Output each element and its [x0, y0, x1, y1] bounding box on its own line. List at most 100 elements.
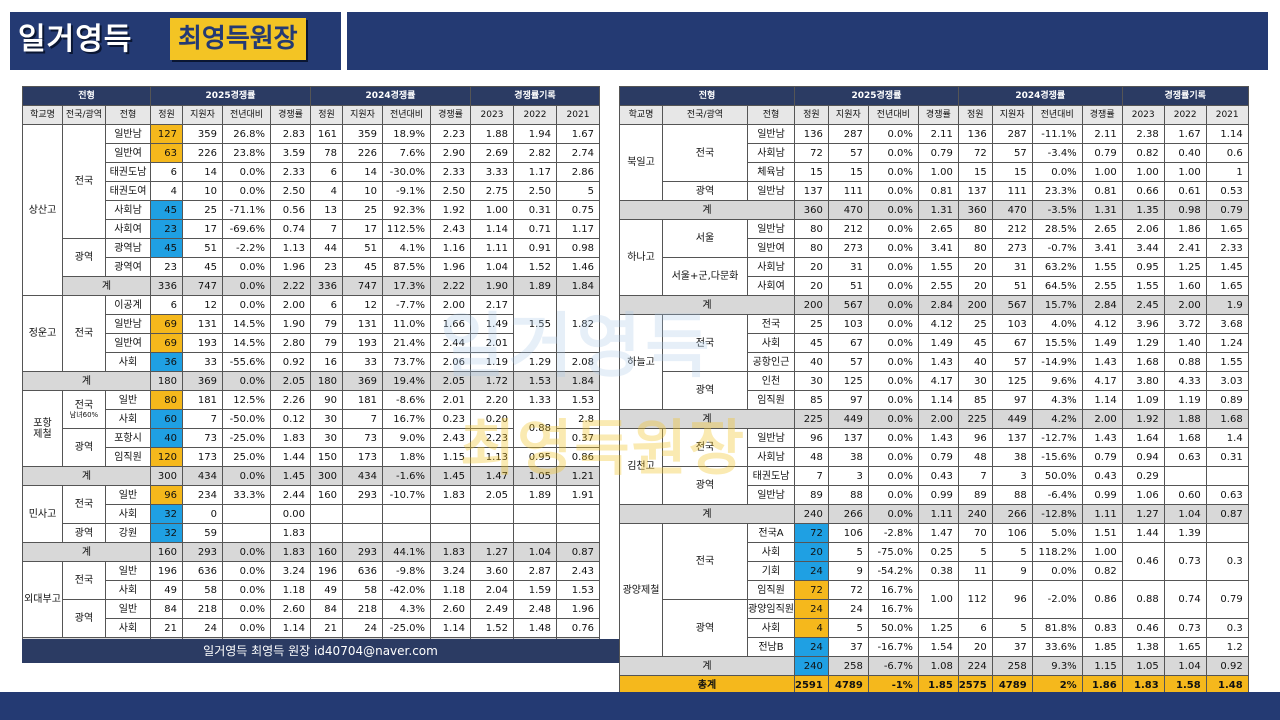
table-cell: 51 — [991, 276, 1033, 296]
header-cell: 경쟁률기록 — [1121, 86, 1249, 106]
table-cell: 7 — [957, 466, 993, 486]
table-cell: 2.22 — [430, 276, 471, 296]
table-cell: 78 — [310, 143, 343, 163]
table-row: 사회 21 24 0.0% 1.14 21 24 -25.0% 1.14 1.52 1.48 0.76 — [23, 618, 600, 638]
table-cell: 434 — [182, 466, 223, 486]
table-cell: 57 — [827, 352, 869, 372]
table-cell: 0.29 — [1121, 466, 1165, 486]
table-cell: 2.05 — [470, 485, 514, 505]
table-cell: 21 — [310, 618, 343, 638]
table-cell: 266 — [827, 504, 869, 524]
table-cell — [470, 523, 514, 543]
author-badge: 최영득원장 — [170, 18, 306, 60]
table-cell: 일반 — [105, 390, 151, 410]
table-cell: 1.00 — [1081, 542, 1123, 562]
table-cell: 136 — [957, 124, 993, 144]
table-cell: 1.67 — [556, 124, 600, 144]
table-row: 계 200 567 0.0% 2.84 200 567 15.7% 2.84 2.45 2.00 1.… — [619, 295, 1249, 315]
table-cell: 1.92 — [430, 200, 471, 220]
subheader-cell: 정원 — [957, 105, 993, 125]
subheader-cell: 정원 — [310, 105, 343, 125]
table-cell: 2.23 — [470, 428, 514, 448]
table-cell: 1.49 — [1081, 333, 1123, 353]
table-cell: 0.25 — [917, 542, 959, 562]
table-cell: -55.6% — [222, 352, 271, 372]
table-cell: 일반남 — [747, 485, 795, 505]
table-cell: 2.04 — [470, 580, 514, 600]
table-cell: 1.91 — [556, 485, 600, 505]
table-cell: 51 — [342, 238, 383, 258]
table-cell: 0.0% — [222, 162, 271, 182]
table-cell: 1.00 — [470, 200, 514, 220]
table-cell: 1.90 — [270, 314, 311, 334]
table-cell: 0.89 — [1205, 390, 1249, 410]
table-cell: 1.39 — [1163, 523, 1207, 543]
table-cell: 747 — [342, 276, 383, 296]
table-cell: 1.82 — [556, 295, 600, 353]
table-cell: 1.68 — [1163, 428, 1207, 448]
table-cell: 0.79 — [917, 143, 959, 163]
table-cell: 73 — [342, 428, 383, 448]
table-cell: 0.92 — [1205, 656, 1249, 676]
table-cell: 3.24 — [270, 561, 311, 581]
table-cell: -30.0% — [382, 162, 431, 182]
table-cell: 1.47 — [917, 523, 959, 543]
table-cell: 2.48 — [513, 599, 557, 619]
table-cell: 226 — [342, 143, 383, 163]
table-cell: 17 — [182, 219, 223, 239]
table-cell: 1.53 — [556, 390, 600, 410]
table-cell: 1.46 — [556, 257, 600, 277]
table-cell: 전국 — [747, 314, 795, 334]
table-cell: 5 — [991, 618, 1033, 638]
table-cell: 1.14 — [430, 618, 471, 638]
table-cell: 180 — [310, 371, 343, 391]
table-cell: 1.13 — [270, 238, 311, 258]
table-cell: 200 — [794, 295, 829, 315]
subheader-row: 학교명 전국/광역 전형 정원 지원자 전년대비 경쟁률 정원 지원자 전년대비 경쟁률 2023 20… — [22, 105, 600, 125]
table-cell: 24 — [182, 618, 223, 638]
table-cell: 30 — [957, 371, 993, 391]
table-cell: 3.33 — [470, 162, 514, 182]
table-cell: 212 — [991, 219, 1033, 239]
table-cell: 33.3% — [222, 485, 271, 505]
table-cell: 0.46 — [1121, 542, 1165, 581]
table-cell: 0.3 — [1205, 618, 1249, 638]
table-cell — [310, 523, 343, 543]
table-row: 사회 49 58 0.0% 1.18 49 58 -42.0% 1.18 2.04 1.59 1.53 — [23, 580, 600, 600]
table-cell: 0.98 — [1163, 200, 1207, 220]
table-cell: 131 — [182, 314, 223, 334]
table-cell: 45 — [150, 200, 183, 220]
table-cell: 0.0% — [867, 504, 919, 524]
table-cell: 11 — [957, 561, 993, 581]
table-cell: 계 — [22, 466, 151, 486]
table-cell: 일반남 — [747, 219, 795, 239]
table-row: 사회여 23 17 -69.6% 0.74 7 17 112.5% 2.43 1.14 0.71 1.… — [23, 219, 600, 239]
table-cell: 4.1% — [382, 238, 431, 258]
table-cell: 일반여 — [747, 238, 795, 258]
table-cell: 24 — [342, 618, 383, 638]
table-cell: 25 — [182, 200, 223, 220]
table-cell: 1.92 — [1121, 409, 1165, 429]
table-cell: 9 — [991, 561, 1033, 581]
table-cell: 0.74 — [270, 219, 311, 239]
table-row: 상산고 전국 일반남 127 359 26.8% 2.83 161 359 18.9% 2.23 1.… — [22, 124, 600, 296]
table-row: 계 240 258 -6.7% 1.08 224 258 9.3% 1.15 1.05 1.04 0.… — [619, 656, 1249, 676]
table-cell: 1.00 — [1081, 162, 1123, 182]
table-cell: -50.0% — [222, 409, 271, 429]
header-cell: 전형 — [22, 86, 151, 106]
table-cell: 60 — [150, 409, 183, 429]
table-cell: 32 — [150, 504, 183, 524]
table-cell: 7 — [182, 409, 223, 429]
table-cell: 2.00 — [270, 295, 311, 315]
table-cell: 2.60 — [270, 599, 311, 619]
table-cell: 0.43 — [917, 466, 959, 486]
table-cell: 2.23 — [430, 124, 471, 144]
table-cell: 0.00 — [270, 504, 311, 524]
subheader-cell: 전형 — [747, 105, 795, 125]
table-cell: 49 — [310, 580, 343, 600]
table-cell: 0.0% — [222, 580, 271, 600]
table-row: 정운고 전국 이공계 6 12 0.0% 2.00 6 12 -7.7% 2.00 2.17 1.55 1… — [22, 295, 600, 372]
table-cell: 2.86 — [556, 162, 600, 182]
table-cell: -1.6% — [382, 466, 431, 486]
table-cell: -2.0% — [1031, 580, 1083, 619]
